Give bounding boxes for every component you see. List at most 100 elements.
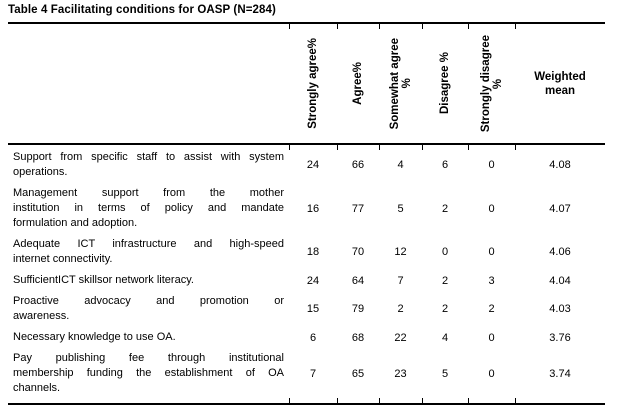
column-divider-tick	[289, 24, 290, 29]
column-divider-tick	[337, 24, 338, 29]
row-item-text: Pay publishing fee through institutional…	[8, 351, 289, 396]
item-text-line: formulation and adoption.	[13, 217, 138, 229]
facilitating-conditions-table: Strongly agree% Agree% Somewhat agree % …	[8, 22, 605, 405]
item-text-line: Support from specific staff to assist wi…	[13, 151, 284, 163]
cell-agree: 65	[351, 367, 365, 380]
column-header-strongly-disagree: Strongly disagree %	[468, 24, 515, 143]
column-divider-tick	[337, 398, 338, 403]
cell-weighted-mean: 4.06	[549, 246, 571, 258]
table-row: Proactive advocacy and promotion or awar…	[8, 291, 605, 327]
item-text-line: awareness.	[13, 310, 70, 322]
item-text-line: institution in terms of policy and manda…	[13, 202, 284, 214]
cell-strongly-agree: 15	[306, 303, 320, 315]
item-text-line: internet connectivity.	[13, 253, 113, 265]
cell-agree: 64	[351, 274, 365, 287]
cell-disagree: 2	[441, 303, 449, 315]
column-divider-tick	[379, 24, 380, 29]
table-row: SufficientICT skillsor network literacy.…	[8, 270, 605, 291]
column-header-weighted-mean: Weighted mean	[515, 24, 605, 143]
column-header-disagree: Disagree %	[422, 24, 468, 143]
table-body: Support from specific staff to assist wi…	[8, 145, 605, 405]
cell-strongly-disagree: 0	[488, 246, 495, 258]
item-text-line: Pay publishing fee through institutional	[13, 352, 284, 364]
column-header-somewhat-agree: Somewhat agree %	[379, 24, 422, 143]
item-text-line: Necessary knowledge to use OA.	[13, 331, 176, 343]
row-item-text: Management support from the mother insti…	[8, 186, 289, 231]
cell-weighted-mean: 4.07	[549, 202, 571, 215]
cell-agree: 66	[351, 159, 365, 171]
row-item-text: Adequate ICT infrastructure and high-spe…	[8, 237, 289, 267]
cell-somewhat-agree: 23	[394, 367, 407, 380]
cell-agree: 68	[351, 331, 365, 344]
cell-disagree: 4	[441, 331, 449, 344]
cell-somewhat-agree: 5	[397, 202, 404, 215]
cell-strongly-disagree: 0	[488, 159, 495, 171]
cell-strongly-disagree: 2	[488, 303, 495, 315]
table-row: Necessary knowledge to use OA. 6 68 22 4…	[8, 327, 605, 348]
item-text-line: Adequate ICT infrastructure and high-spe…	[13, 238, 284, 250]
column-header-strongly-agree: Strongly agree%	[289, 24, 337, 143]
cell-strongly-agree: 18	[306, 246, 320, 258]
column-divider-tick	[289, 145, 290, 150]
row-item-text: Proactive advocacy and promotion or awar…	[8, 294, 289, 324]
item-text-line: membership funding the establishment of …	[13, 367, 284, 379]
cell-somewhat-agree: 2	[397, 303, 404, 315]
table-caption: Table 4 Facilitating conditions for OASP…	[8, 4, 276, 16]
cell-weighted-mean: 4.08	[549, 159, 571, 171]
cell-weighted-mean: 4.04	[549, 274, 571, 287]
item-column-header	[8, 24, 289, 143]
table-row: Management support from the mother insti…	[8, 183, 605, 234]
column-divider-tick	[289, 398, 290, 403]
row-item-text: SufficientICT skillsor network literacy.	[8, 273, 289, 288]
item-text-line: Management support from the mother	[13, 187, 284, 199]
item-text-line: Proactive advocacy and promotion or	[13, 295, 284, 307]
column-divider-tick	[515, 145, 516, 150]
column-header-label: Strongly disagree %	[479, 34, 504, 133]
column-divider-tick	[422, 24, 423, 29]
row-item-text: Necessary knowledge to use OA.	[8, 330, 289, 345]
cell-disagree: 0	[441, 246, 449, 258]
cell-strongly-disagree: 0	[488, 367, 495, 380]
cell-strongly-disagree: 0	[488, 331, 495, 344]
cell-somewhat-agree: 12	[394, 246, 407, 258]
column-divider-tick	[379, 145, 380, 150]
column-divider-tick	[468, 398, 469, 403]
cell-disagree: 2	[441, 274, 449, 287]
cell-strongly-disagree: 0	[488, 202, 495, 215]
column-divider-tick	[515, 398, 516, 403]
cell-agree: 79	[351, 303, 365, 315]
column-header-agree: Agree%	[337, 24, 379, 143]
column-divider-tick	[515, 24, 516, 29]
cell-weighted-mean: 4.03	[549, 303, 571, 315]
cell-weighted-mean: 3.76	[549, 331, 571, 344]
column-header-label: Weighted mean	[534, 70, 586, 97]
column-divider-tick	[422, 398, 423, 403]
column-divider-tick	[468, 24, 469, 29]
item-text-line: SufficientICT skillsor network literacy.	[13, 274, 194, 286]
cell-somewhat-agree: 22	[394, 331, 407, 344]
cell-strongly-agree: 6	[309, 331, 317, 344]
cell-strongly-disagree: 3	[488, 274, 495, 287]
column-divider-tick	[337, 145, 338, 150]
table-row: Adequate ICT infrastructure and high-spe…	[8, 234, 605, 270]
cell-disagree: 2	[441, 202, 449, 215]
cell-weighted-mean: 3.74	[549, 367, 571, 380]
cell-agree: 70	[351, 246, 365, 258]
cell-disagree: 5	[441, 367, 449, 380]
column-divider-tick	[422, 145, 423, 150]
table-row: Pay publishing fee through institutional…	[8, 348, 605, 399]
cell-disagree: 6	[441, 159, 449, 171]
cell-strongly-agree: 24	[306, 274, 320, 287]
column-header-label: Somewhat agree %	[388, 37, 413, 130]
column-header-label: Agree%	[352, 62, 364, 105]
column-header-label: Strongly agree%	[307, 38, 319, 129]
cell-agree: 77	[351, 202, 365, 215]
cell-strongly-agree: 24	[306, 159, 320, 171]
cell-somewhat-agree: 4	[397, 159, 404, 171]
table-header-row: Strongly agree% Agree% Somewhat agree % …	[8, 22, 605, 145]
column-divider-tick	[379, 398, 380, 403]
table-row: Support from specific staff to assist wi…	[8, 147, 605, 183]
cell-strongly-agree: 7	[309, 367, 317, 380]
column-header-label: Disagree %	[439, 52, 451, 115]
